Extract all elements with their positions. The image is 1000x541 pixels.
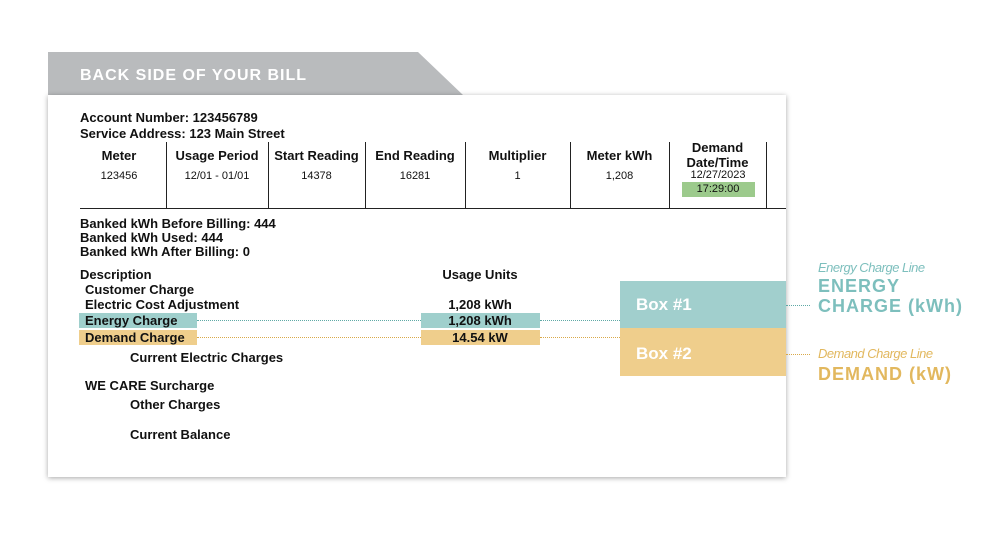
column-header: Start Reading [274,148,359,163]
charge-units: 1,208 kWh [448,297,512,312]
cell: 1,208 [605,170,634,182]
column-header: Demand Date/Time [686,140,749,170]
cell: 14378 [301,170,332,182]
column-header: End Reading [375,148,455,163]
service-address: Service Address: 123 Main Street [80,126,285,141]
column-header: Meter kWh [586,148,653,163]
energy-callout-note: Energy Charge Line [818,260,925,275]
demand-units-highlight [421,330,540,345]
cell: 123456 [100,170,138,182]
column-divider [669,142,670,208]
charge-label: Other Charges [130,397,221,412]
demand-leader [197,337,421,338]
column-header: Multiplier [488,148,547,163]
banked-line: Banked kWh Before Billing: 444 [80,216,276,231]
demand-date: 12/27/2023 [690,169,746,181]
demand-highlight [79,330,197,345]
box-2 [620,328,786,376]
charge-label: Electric Cost Adjustment [85,297,240,312]
demand-callout-note: Demand Charge Line [818,346,933,361]
energy-leader [197,320,421,321]
demand-time: 17:29:00 [696,183,740,195]
column-header: Meter [101,148,137,163]
demand-callout-leader [786,354,810,355]
charge-label: Energy Charge [85,313,178,328]
banked-line: Banked kWh Used: 444 [80,230,224,245]
energy-callout-leader [786,305,810,306]
demand-leader [540,337,620,338]
table-rule [80,208,786,209]
charge-label: Demand Charge [85,330,185,345]
charge-units: 14.54 kW [452,330,508,345]
box-1-label: Box #1 [636,295,692,314]
account-number: Account Number: 123456789 [80,110,258,125]
demand-time-highlight [682,182,755,197]
cell: 1 [514,170,521,182]
callout-line: CHARGE (kWh) [818,296,963,316]
energy-leader [540,320,620,321]
charge-label: Current Balance [130,427,231,442]
column-divider [766,142,767,208]
demand-callout-title: DEMAND (kW) [818,364,952,384]
description-header: Description [80,267,152,282]
cell: 16281 [399,170,431,182]
units-header: Usage Units [442,267,518,282]
column-header: Usage Period [175,148,259,163]
column-divider [570,142,571,208]
charge-label: Customer Charge [85,282,195,297]
column-divider [465,142,466,208]
box-2-label: Box #2 [636,344,692,363]
charge-units: 1,208 kWh [448,313,512,328]
callout-line: ENERGY [818,276,901,296]
cell: 12/01 - 01/01 [184,170,250,182]
energy-callout-title: ENERGY CHARGE (kWh) [818,276,963,316]
banner-title: BACK SIDE OF YOUR BILL [80,67,308,84]
column-divider [268,142,269,208]
banked-line: Banked kWh After Billing: 0 [80,244,250,259]
energy-highlight [79,313,197,328]
column-divider [365,142,366,208]
banner-shape [48,52,463,95]
energy-units-highlight [421,313,540,328]
charge-label: Current Electric Charges [130,350,284,365]
box-1 [620,281,786,328]
column-divider [166,142,167,208]
charge-label: WE CARE Surcharge [85,378,215,393]
